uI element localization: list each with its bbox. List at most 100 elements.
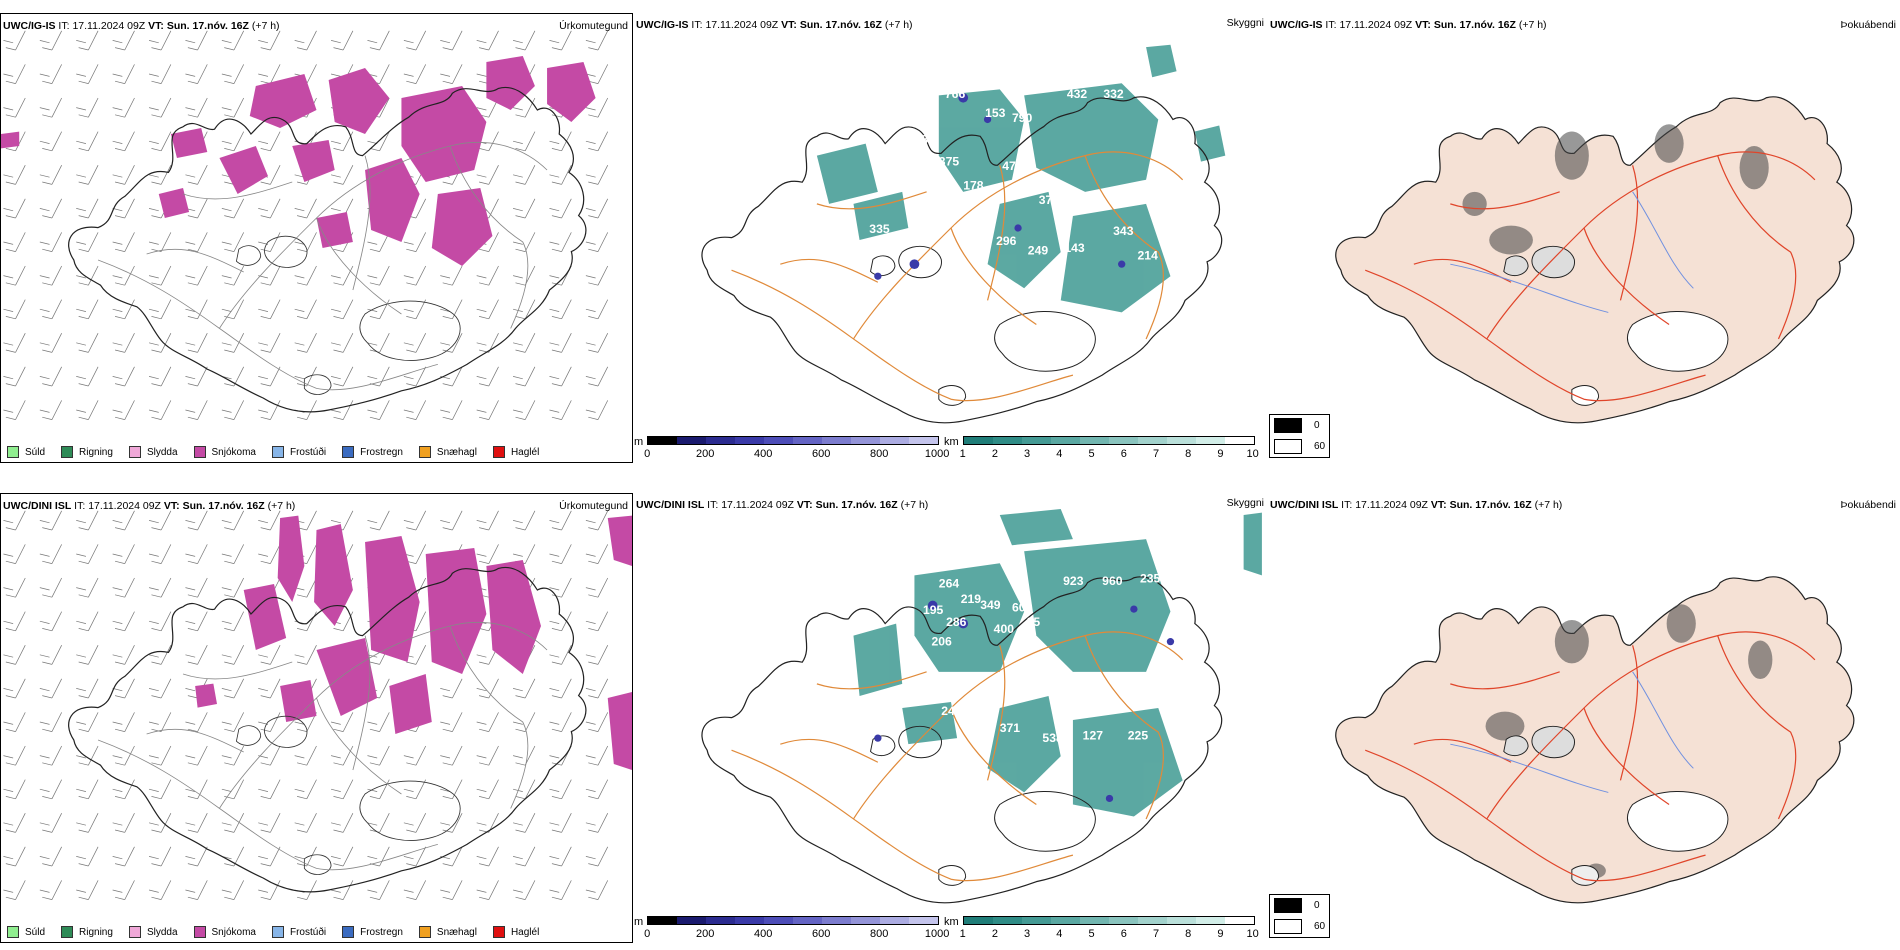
wind-barb <box>367 880 390 900</box>
panel-name: Þokuábendi <box>1840 499 1896 511</box>
wind-barb <box>148 611 172 632</box>
colorbar-cell <box>1050 917 1080 924</box>
wind-barb <box>367 299 390 320</box>
wind-barb <box>112 333 135 353</box>
wind-barb <box>76 131 99 152</box>
wind-barb <box>367 813 390 833</box>
ceiling-value-label: 69 <box>1161 118 1175 132</box>
wind-barb <box>512 131 536 152</box>
wind-barb <box>440 880 463 900</box>
wind-barb <box>76 97 99 118</box>
colorbar-cell <box>1224 917 1254 924</box>
wind-barb <box>403 880 427 900</box>
wind-barb <box>112 198 135 219</box>
wind-barb <box>403 265 427 286</box>
wind-barb <box>185 645 208 665</box>
wind-barb <box>512 333 536 353</box>
colorbar-cell <box>963 437 993 444</box>
wind-barb <box>221 880 245 900</box>
wind-barb <box>39 880 62 900</box>
wind-barb <box>185 577 208 598</box>
wind-barb <box>148 131 172 152</box>
ceiling-value-label: 225 <box>1128 728 1149 742</box>
wind-barb <box>294 333 317 353</box>
wind-barb <box>3 745 26 766</box>
wind-barb <box>112 299 135 320</box>
legend-label: Frostregn <box>360 446 403 458</box>
wind-barb <box>258 880 281 900</box>
colorbar-cell <box>992 917 1022 924</box>
wind-barb <box>258 813 281 833</box>
wind-barb <box>185 813 208 833</box>
wind-barb <box>585 198 609 219</box>
fog-indicator-panel-top: UWC/IG-IS IT: 17.11.2024 09Z VT: Sun. 17… <box>1268 13 1900 463</box>
wind-barb <box>112 846 135 867</box>
colorbar-tick: 2 <box>991 448 998 460</box>
wind-barb <box>39 64 62 84</box>
wind-barb <box>330 745 354 766</box>
wind-barb <box>221 846 245 867</box>
wind-barb <box>294 813 317 833</box>
wind-barb <box>549 813 572 833</box>
wind-barb <box>148 30 172 51</box>
wind-barb <box>367 30 390 51</box>
colorbar-cell <box>706 437 736 444</box>
fog-legend: 0 60 <box>1269 414 1331 458</box>
wind-barb <box>221 232 245 252</box>
legend-item: Haglél <box>492 926 539 938</box>
colorbar-tick: 9 <box>1217 928 1224 940</box>
wind-barb <box>403 64 427 84</box>
colorbar-tick: 4 <box>1056 448 1063 460</box>
panel-name: Skyggni <box>1226 497 1264 509</box>
colorbar-tick: 8 <box>1185 928 1192 940</box>
colorbar-tick: 400 <box>753 448 773 460</box>
wind-barb <box>330 333 354 353</box>
legend-swatch <box>492 926 505 938</box>
wind-barb <box>549 577 572 598</box>
ceiling-value-label: 153 <box>985 106 1006 120</box>
colorbar-tick: 7 <box>1152 448 1160 460</box>
colorbar-cell <box>1137 917 1167 924</box>
wind-barb <box>112 64 135 84</box>
ceiling-value-label: 332 <box>1103 87 1124 101</box>
wind-barb <box>148 232 172 252</box>
wind-barb <box>512 880 536 900</box>
wind-barb <box>185 745 208 766</box>
wind-barb <box>185 30 208 51</box>
ceiling-visibility-panel-bottom: UWC/DINI ISL IT: 17.11.2024 09Z VT: Sun.… <box>634 493 1268 943</box>
panel-header: UWC/DINI ISL IT: 17.11.2024 09Z VT: Sun.… <box>1270 499 1563 511</box>
wind-barb <box>403 846 427 867</box>
legend-item: Snjókoma <box>193 446 256 458</box>
wind-barb <box>476 265 499 286</box>
wind-barb <box>112 779 135 800</box>
wind-barb <box>39 510 62 531</box>
wind-barb <box>549 333 572 353</box>
legend-item: Súld <box>7 926 45 938</box>
colorbar-tick: 1 <box>959 448 966 460</box>
ceiling-value-label: 25 <box>1027 615 1041 629</box>
ceiling-value-label: 166 <box>1039 661 1060 675</box>
wind-barb <box>512 198 536 219</box>
wind-barb <box>185 544 208 564</box>
wind-barb <box>148 333 172 353</box>
wind-barb <box>76 265 99 286</box>
colorbar-cell <box>1021 917 1051 924</box>
wind-barb <box>476 30 499 51</box>
wind-barb <box>112 30 135 51</box>
wind-barb <box>585 510 609 531</box>
wind-barb <box>549 165 572 185</box>
wind-barb <box>148 165 172 185</box>
wind-barb <box>330 165 354 185</box>
ceiling-value-label: 471 <box>1002 159 1023 173</box>
legend-swatch <box>418 926 431 938</box>
wind-barb <box>585 30 609 51</box>
ceiling-value-label: 286 <box>946 615 967 629</box>
ceiling-colorbar: m 0 200 400 600 800 1000 <box>634 436 950 460</box>
wind-barb <box>148 366 172 387</box>
legend-label: Snjókoma <box>211 926 256 938</box>
wind-barb <box>549 544 572 564</box>
fog-indicator-panel-bottom: UWC/DINI ISL IT: 17.11.2024 09Z VT: Sun.… <box>1268 493 1900 943</box>
ceiling-value-label: 206 <box>931 634 952 648</box>
